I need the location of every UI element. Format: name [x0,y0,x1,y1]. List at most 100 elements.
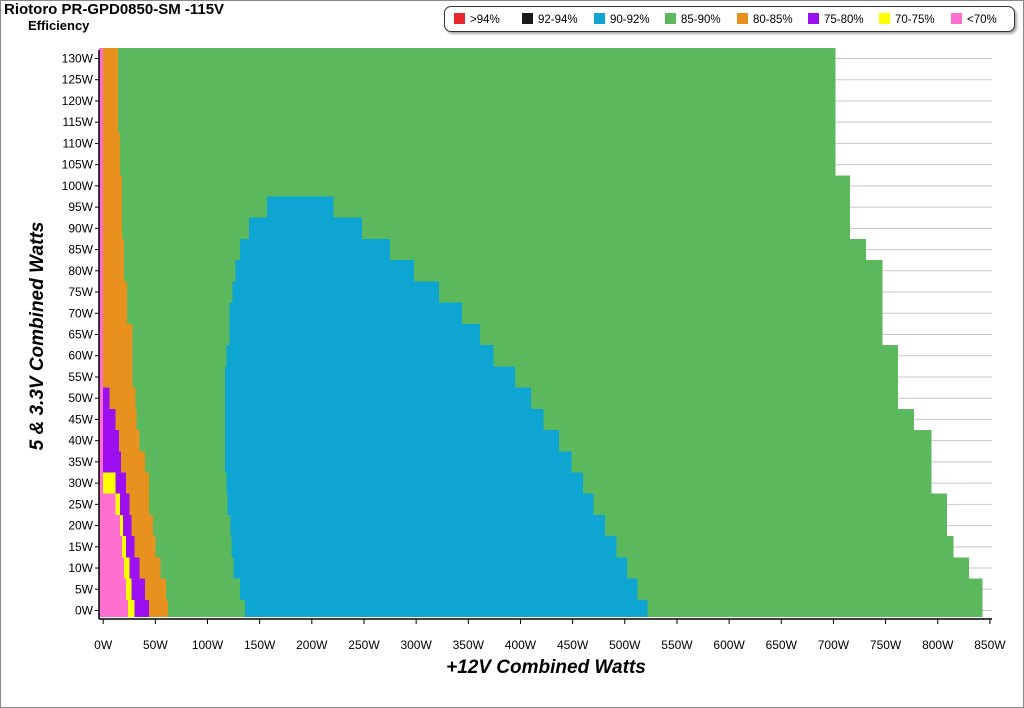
y-tick-label: 75W [68,285,93,299]
legend-label: 70-75% [895,14,935,26]
band-70-75 [126,578,132,600]
x-tick-label: 0W [94,638,113,652]
efficiency-regions [99,47,983,617]
band-90-92 [230,514,605,537]
y-tick-label: 60W [68,349,93,363]
y-tick-label: 100W [62,179,94,193]
band-85-90 [647,599,983,617]
y-tick-label: 40W [68,434,93,448]
legend: >94% 92-94% 90-92% 85-90% 80-85% 75-80% … [444,6,1015,32]
band-80-85 [103,111,118,133]
y-tick-label: 30W [68,476,93,490]
band-80-85 [131,514,154,537]
band-80-85 [103,196,122,218]
band-70-75 [128,599,135,617]
y-tick-label: 0W [75,604,94,618]
band-90-92 [232,281,440,303]
band-75-80 [134,599,150,617]
y-tick-label: 15W [68,540,93,554]
legend-swatch-pink [951,13,962,24]
band-lt70 [99,323,104,346]
legend-label: 80-85% [753,14,793,26]
band-90-92 [231,536,617,558]
band-lt70 [99,111,104,133]
band-85-90 [132,366,226,388]
band-lt70 [99,514,120,537]
y-tick-label: 50W [68,391,93,405]
band-70-75 [124,557,130,579]
x-tick-labels: 0W 50W 100W 150W 200W 250W 300W 350W 400W 450W 500… [94,638,1006,652]
band-85-90 [121,175,851,197]
band-80-85 [103,302,128,324]
band-80-85 [109,387,136,409]
band-85-90 [144,451,226,473]
band-85-90 [479,323,883,346]
band-75-80 [103,408,116,431]
x-tick-label: 400W [505,638,537,652]
y-tick-labels: 0W 5W 10W 15W 20W 25W 30W 35W 40W 45W 50W 55W 60W 65W… [62,51,94,617]
band-80-85 [134,536,156,558]
x-tick-label: 200W [296,638,328,652]
band-85-90 [149,493,228,515]
legend-item-80-85: 80-85% [737,13,793,26]
band-lt70 [99,196,104,218]
x-tick-label: 300W [400,638,432,652]
x-axis-label: +12V Combined Watts [446,657,646,678]
legend-label: 85-90% [681,14,721,26]
y-tick-label: 55W [68,370,93,384]
band-lt70 [99,238,104,261]
band-85-90 [165,578,240,600]
band-lt70 [99,260,104,282]
band-lt70 [99,132,104,155]
band-85-90 [124,238,240,261]
band-85-90 [559,430,932,452]
band-75-80 [126,536,135,558]
band-80-85 [103,323,133,346]
band-lt70 [99,599,129,617]
y-axis-label: 5 & 3.3V Combined Watts [27,222,48,451]
band-80-85 [126,472,150,494]
band-75-80 [122,514,132,537]
band-70-75 [103,472,116,494]
x-tick-label: 650W [766,638,798,652]
band-85-90 [119,132,836,155]
band-lt70 [99,154,104,176]
band-80-85 [120,451,145,473]
legend-item-75-80: 75-80% [808,13,864,26]
y-tick-label: 105W [62,158,94,172]
band-80-85 [118,430,140,452]
x-tick-label: 600W [713,638,745,652]
band-70-75 [115,493,120,515]
x-tick-label: 150W [244,638,276,652]
band-85-90 [121,196,267,218]
band-80-85 [103,132,120,155]
band-75-80 [119,493,130,515]
band-85-90 [530,387,899,409]
band-80-85 [144,578,166,600]
band-85-90 [390,238,866,261]
legend-swatch-orange [737,13,748,24]
band-90-92 [235,260,415,282]
band-85-90 [333,196,851,218]
band-85-90 [127,302,230,324]
legend-swatch-green [665,13,676,24]
chart-title: Riotoro PR-GPD0850-SM -115V [4,1,225,18]
band-85-90 [153,514,231,537]
band-75-80 [103,430,119,452]
x-tick-label: 100W [192,638,224,652]
band-70-75 [121,536,127,558]
x-tick-label: 350W [453,638,485,652]
x-tick-label: 450W [557,638,589,652]
band-85-90 [117,47,836,70]
band-lt70 [99,557,125,579]
x-tick-label: 700W [818,638,850,652]
band-85-90 [167,599,246,617]
band-85-90 [593,493,948,515]
band-80-85 [103,175,122,197]
x-tick-label: 50W [143,638,168,652]
legend-swatch-red [454,13,465,24]
band-90-92 [227,493,594,515]
band-85-90 [439,281,883,303]
band-85-90 [414,260,883,282]
